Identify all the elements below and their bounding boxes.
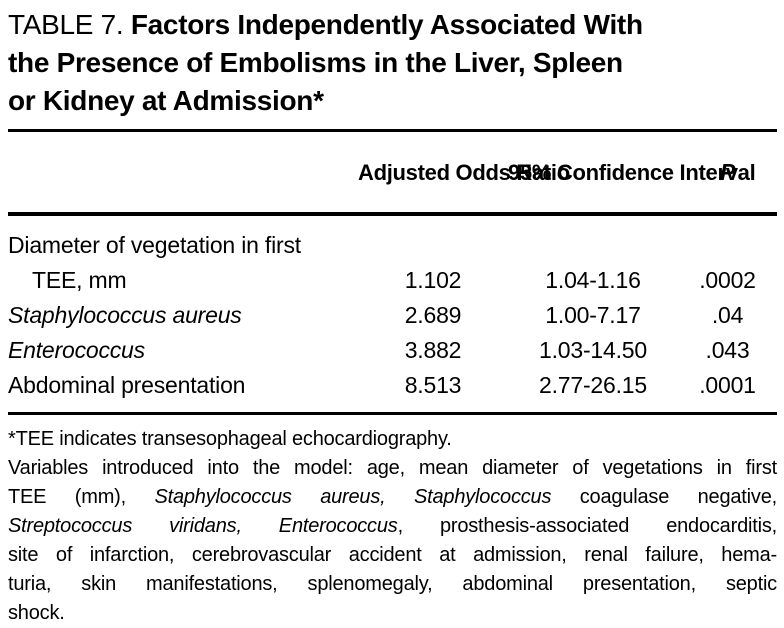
footnote-roman-text: coagulase negative, [551, 486, 777, 508]
table-body: Diameter of vegetation in first TEE, mm … [8, 216, 777, 412]
table-row-abdominal-presentation: Abdominal presentation 8.513 2.77-26.15 … [8, 368, 777, 403]
footnote-tee-definition: *TEE indicates transesophageal echocardi… [8, 428, 452, 450]
table-row-diameter-line-1: Diameter of vegetation in first [8, 228, 777, 263]
footnote-italic-species: Streptococcus viridans, Enterococcus [8, 515, 398, 537]
aor-value [358, 228, 508, 263]
table-title-text-1: Factors Independently Associated With [130, 9, 643, 40]
p-value: .0001 [699, 372, 756, 398]
footnote-roman-text: TEE (mm), [8, 486, 155, 508]
ci-value: 2.77-26.15 [539, 372, 647, 398]
factor-label: Diameter of vegetation in first [8, 232, 301, 258]
ci-value [508, 228, 678, 263]
footnote-variables-line-3: Streptococcus viridans, Enterococcus, pr… [8, 512, 777, 541]
table-bottom-rule [8, 412, 777, 415]
column-header-confidence-interval: 95% Confidence Interval [508, 159, 756, 185]
p-value: .043 [705, 337, 750, 363]
table-header-rule [8, 212, 777, 216]
table-row-diameter-line-2: TEE, mm 1.102 1.04-1.16 .0002 [8, 263, 777, 298]
factor-label: Staphylococcus aureus [8, 302, 242, 328]
table-title-line-1: TABLE 7. Factors Independently Associate… [8, 6, 777, 44]
ci-value: 1.03-14.50 [539, 337, 647, 363]
ci-value: 1.00-7.17 [545, 302, 641, 328]
aor-value: 3.882 [404, 337, 462, 363]
column-header-adjusted-odds-ratio: Adjusted Odds Ratio [358, 159, 570, 185]
footnote-variables-line-4: site of infarction, cerebrovascular acci… [8, 544, 777, 566]
table-title: TABLE 7. Factors Independently Associate… [8, 6, 777, 120]
footnote-variables-line-5: turia, skin manifestations, splenomegaly… [8, 573, 777, 595]
table-row-staphylococcus-aureus: Staphylococcus aureus 2.689 1.00-7.17 .0… [8, 298, 777, 333]
footnote-variables-line-1: Variables introduced into the model: age… [8, 457, 777, 479]
factor-label: TEE, mm [32, 267, 127, 293]
p-value: .04 [711, 302, 744, 328]
table-row-enterococcus: Enterococcus 3.882 1.03-14.50 .043 [8, 333, 777, 368]
table-header-row: Adjusted Odds Ratio 95% Confidence Inter… [8, 132, 777, 212]
table-number-label: TABLE 7. [8, 9, 124, 40]
p-value: .0002 [699, 267, 756, 293]
footnote-variables-line-6: shock. [8, 602, 65, 624]
p-value [678, 228, 777, 263]
aor-value: 1.102 [404, 267, 462, 293]
ci-value: 1.04-1.16 [545, 267, 641, 293]
aor-value: 2.689 [404, 302, 462, 328]
factor-label: Enterococcus [8, 337, 145, 363]
table-title-line-3: or Kidney at Admission* [8, 85, 324, 116]
footnote-italic-species: Staphylococcus aureus, Staphylococcus [154, 486, 552, 508]
factor-label: Abdominal presentation [8, 372, 246, 398]
table-top-rule [8, 129, 777, 132]
table-title-line-2: the Presence of Embolisms in the Liver, … [8, 47, 623, 78]
footnote-variables-line-2: TEE (mm), Staphylococcus aureus, Staphyl… [8, 483, 777, 512]
table-footnotes: *TEE indicates transesophageal echocardi… [8, 425, 777, 628]
footnote-roman-text: , prosthesis-associated endocarditis, [397, 515, 778, 537]
column-header-p-value: P [719, 158, 736, 185]
aor-value: 8.513 [404, 372, 462, 398]
